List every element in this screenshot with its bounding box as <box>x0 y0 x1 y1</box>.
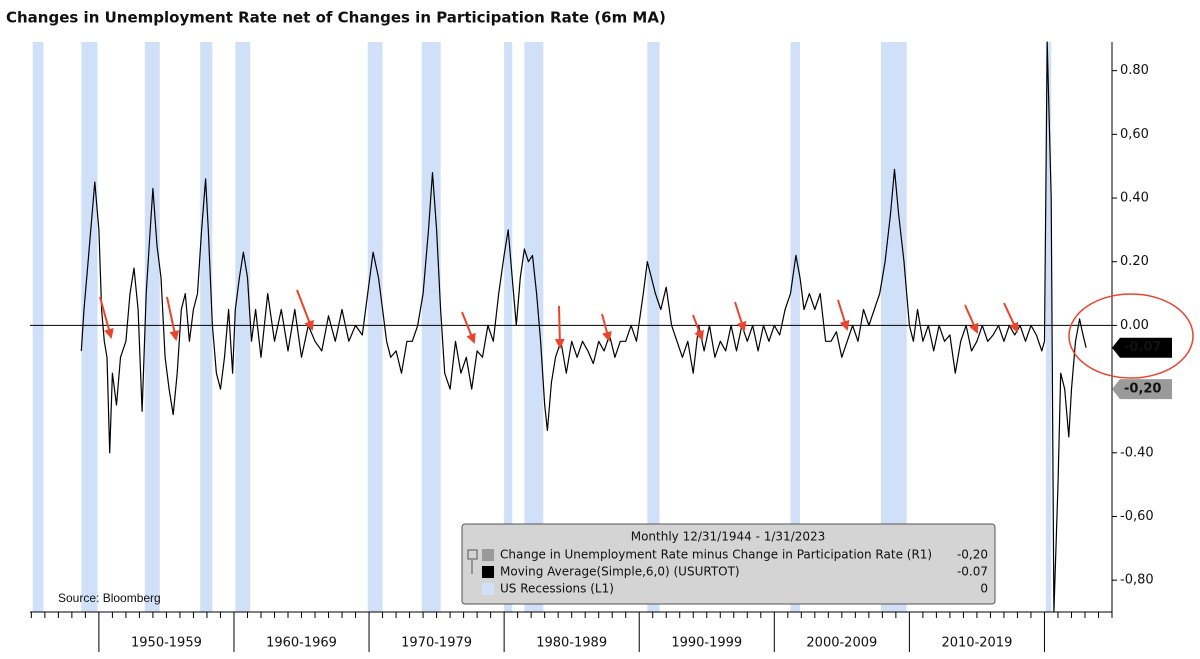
y-tick-label: -0,80 <box>1120 573 1154 588</box>
y-tick-label: -0.40 <box>1120 445 1154 460</box>
y-tick-label: 0.20 <box>1120 254 1149 269</box>
last-value-tag <box>1112 379 1172 400</box>
recession-band <box>790 42 800 612</box>
y-tick-label: 0.80 <box>1120 63 1149 78</box>
legend-value: 0 <box>980 582 988 596</box>
x-tick-label: 2000-2009 <box>806 636 877 651</box>
x-tick-label: 2010-2019 <box>941 636 1012 651</box>
chart-title: Changes in Unemployment Rate net of Chan… <box>6 9 666 27</box>
x-tick-label: 1970-1979 <box>401 636 472 651</box>
recession-band <box>524 42 544 612</box>
recession-band <box>200 42 213 612</box>
legend-swatch <box>482 566 494 578</box>
recession-band <box>647 42 660 612</box>
recession-band <box>881 42 907 612</box>
y-tick-label: 0,60 <box>1120 127 1149 142</box>
legend-value: -0,20 <box>957 548 988 562</box>
recession-band <box>367 42 383 612</box>
legend-swatch <box>482 583 494 595</box>
x-tick-label: 1980-1989 <box>536 636 607 651</box>
legend-title: Monthly 12/31/1944 - 1/31/2023 <box>631 530 826 544</box>
legend-value: -0.07 <box>957 565 988 579</box>
legend-box <box>461 523 996 605</box>
y-tick-label: 0.00 <box>1120 318 1149 333</box>
last-value-tag <box>1112 337 1172 358</box>
x-tick-label: 1960-1969 <box>266 636 337 651</box>
source: Source: Bloomberg <box>58 591 161 605</box>
recession-band <box>421 42 441 612</box>
legend-swatch <box>482 549 494 561</box>
recession-band <box>504 42 513 612</box>
recession-band <box>81 42 98 612</box>
x-tick-label: 1990-1999 <box>671 636 742 651</box>
highlight-circle <box>1068 293 1194 379</box>
recession-band <box>144 42 160 612</box>
last-value-label: -0.07 <box>1124 340 1161 355</box>
recession-band <box>1045 42 1052 612</box>
legend-toggle <box>467 549 478 560</box>
recession-band <box>235 42 251 612</box>
legend: Monthly 12/31/1944 - 1/31/2023 Change in… <box>461 523 996 605</box>
y-tick-label: 0.40 <box>1120 191 1149 206</box>
legend-label: US Recessions (L1) <box>500 582 614 596</box>
x-tick-label: 1950-1959 <box>131 636 202 651</box>
legend-label: Moving Average(Simple,6,0) (USURTOT) <box>500 565 740 579</box>
y-tick-label: -0,60 <box>1120 509 1154 524</box>
legend-label: Change in Unemployment Rate minus Change… <box>500 548 932 562</box>
annotation-arrows <box>99 289 1019 349</box>
recession-band <box>32 42 44 612</box>
last-value-label: -0,20 <box>1124 382 1161 397</box>
